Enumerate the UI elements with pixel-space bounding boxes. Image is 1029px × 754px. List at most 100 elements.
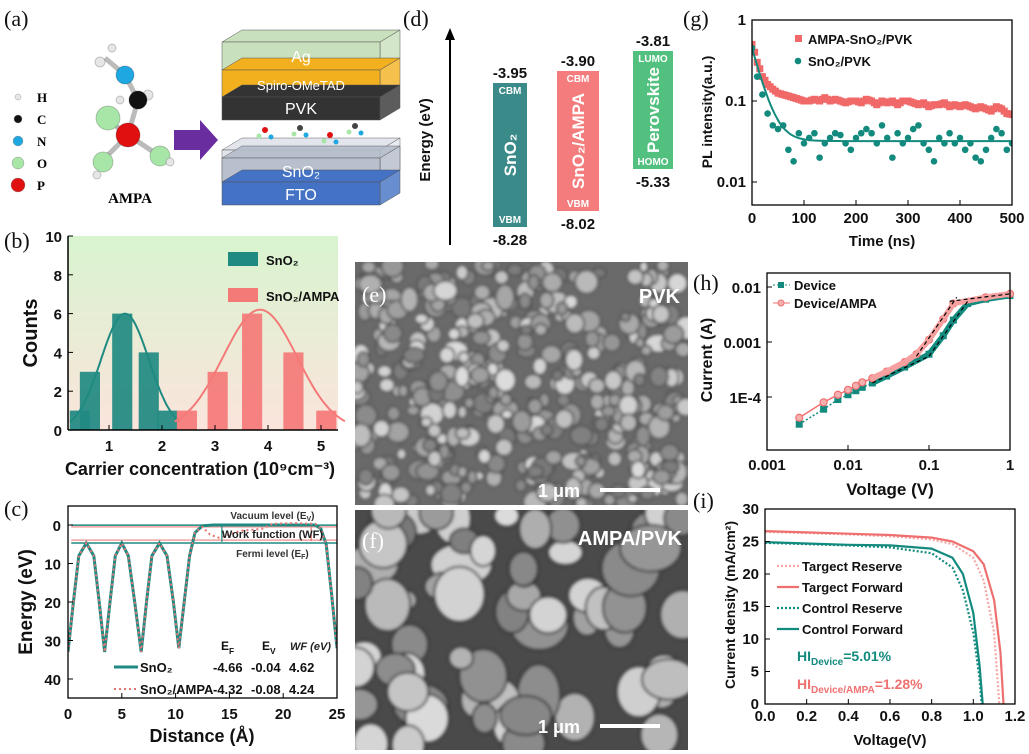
g-point-sno2	[852, 134, 860, 142]
grain	[651, 468, 672, 486]
grain	[550, 368, 564, 382]
g-point-ampa	[752, 48, 759, 56]
grain	[602, 332, 622, 353]
i-jv-curve	[765, 530, 1005, 704]
h-point-device	[795, 420, 803, 428]
g-point-sno2	[878, 122, 886, 129]
grain	[372, 493, 396, 505]
i-hi-device-annotation: HIDevice=5.01%	[797, 648, 892, 668]
sem-label-pvk: PVK	[639, 286, 681, 308]
i-x-tick-label: 0.6	[880, 708, 901, 725]
c-table-wf: 4.24	[289, 682, 315, 697]
b-bar-sno2-ampa	[207, 371, 228, 430]
atom-P-icon	[115, 122, 141, 148]
h-y-tick-label: 1E-4	[729, 390, 761, 407]
band-top-label: CBM	[499, 86, 522, 97]
scale-bar-label-f: 1 μm	[538, 717, 580, 737]
ampa-molecule-icon	[358, 130, 364, 136]
atom-legend-label: O	[37, 156, 47, 171]
g-x-tick-label: 200	[843, 210, 868, 227]
g-x-tick-label: 100	[791, 210, 816, 227]
grain	[357, 467, 375, 486]
c-ylabel: Energy (eV)	[16, 549, 37, 655]
ampa-molecule-icon	[291, 131, 297, 137]
i-y-tick-label: 0	[751, 696, 759, 713]
c-potential-curve-sno2-ampa	[68, 522, 337, 653]
atom-O-icon	[92, 151, 114, 173]
c-y-tick-label: 30	[44, 634, 61, 651]
i-y-tick-label: 15	[742, 599, 759, 616]
g-points	[752, 40, 1012, 165]
h-fit-segment	[872, 355, 930, 384]
g-point-sno2	[847, 146, 855, 154]
i-jv-curve	[765, 530, 1001, 704]
panel-label-c: (c)	[4, 496, 28, 521]
panel-label-d: (d)	[403, 6, 429, 31]
grain	[634, 336, 646, 349]
grain	[528, 595, 569, 635]
g-point-sno2	[904, 134, 912, 142]
grain	[363, 577, 412, 633]
atom-legend-label: N	[37, 134, 47, 149]
grains	[355, 510, 688, 750]
i-ylabel: Current density (mA/cm²)	[722, 521, 738, 689]
scale-bar-e	[600, 488, 660, 492]
atom-O-icon	[95, 105, 121, 131]
grain	[355, 687, 379, 722]
g-legend-label: SnO₂/PVK	[808, 54, 871, 69]
c-table-header-ef-sub: F	[229, 646, 234, 656]
grain	[674, 341, 688, 359]
g-legend-label: AMPA-SnO₂/PVK	[808, 32, 913, 47]
atom-H-icon	[165, 157, 175, 167]
atom-N-icon	[115, 65, 135, 85]
grain	[454, 426, 471, 441]
c-y-tick-label: 0	[53, 518, 61, 535]
grain	[519, 324, 534, 336]
band-top-value: -3.90	[561, 53, 595, 70]
grain	[402, 346, 426, 364]
i-curves	[765, 530, 1005, 704]
grain	[390, 724, 426, 750]
grain	[514, 478, 528, 493]
g-x-tick-label: 500	[999, 210, 1024, 227]
atom-H-icon	[92, 170, 102, 180]
i-x-tick-label: 0.0	[755, 708, 776, 725]
scale-bar-f	[600, 724, 660, 728]
grain	[541, 271, 564, 293]
b-legend-swatch	[228, 288, 258, 302]
band-bottom-label: VBM	[499, 215, 521, 226]
grain	[355, 379, 365, 395]
atom-H-icon	[94, 56, 106, 68]
ampa-molecule-icon	[321, 138, 327, 144]
i-y-tick-label: 10	[742, 631, 759, 648]
i-jv-curve	[765, 541, 984, 704]
grain	[376, 364, 393, 379]
c-y-tick-label: 40	[44, 672, 61, 689]
layer-sno2-top-face	[221, 145, 401, 159]
g-point-sno2	[935, 134, 943, 142]
g-point-sno2	[946, 129, 953, 137]
grain	[456, 465, 469, 479]
g-point-ampa	[756, 65, 764, 73]
grain	[500, 408, 514, 420]
g-point-sno2	[909, 125, 917, 133]
panel-label-a: (a)	[4, 6, 28, 31]
c-y-tick-label: 10	[44, 557, 61, 574]
b-bar-sno2	[112, 313, 133, 430]
grain	[589, 392, 606, 411]
grain	[380, 262, 405, 279]
b-legend-swatch	[228, 252, 258, 266]
c-table-header-ef: EF	[221, 639, 234, 656]
sem-image-ampa-pvk	[355, 510, 688, 750]
grain	[419, 416, 434, 429]
c-xlabel: Distance (Å)	[149, 726, 254, 746]
g-point-sno2	[956, 134, 964, 142]
grain	[473, 283, 492, 301]
band-bar	[493, 83, 527, 227]
grain	[494, 437, 514, 457]
b-x-tick-label: 1	[105, 438, 113, 455]
g-point-sno2	[883, 134, 891, 142]
c-legend-label: SnO₂/AMPA	[140, 682, 214, 697]
b-x-tick-label: 3	[211, 438, 219, 455]
grain	[617, 394, 639, 417]
